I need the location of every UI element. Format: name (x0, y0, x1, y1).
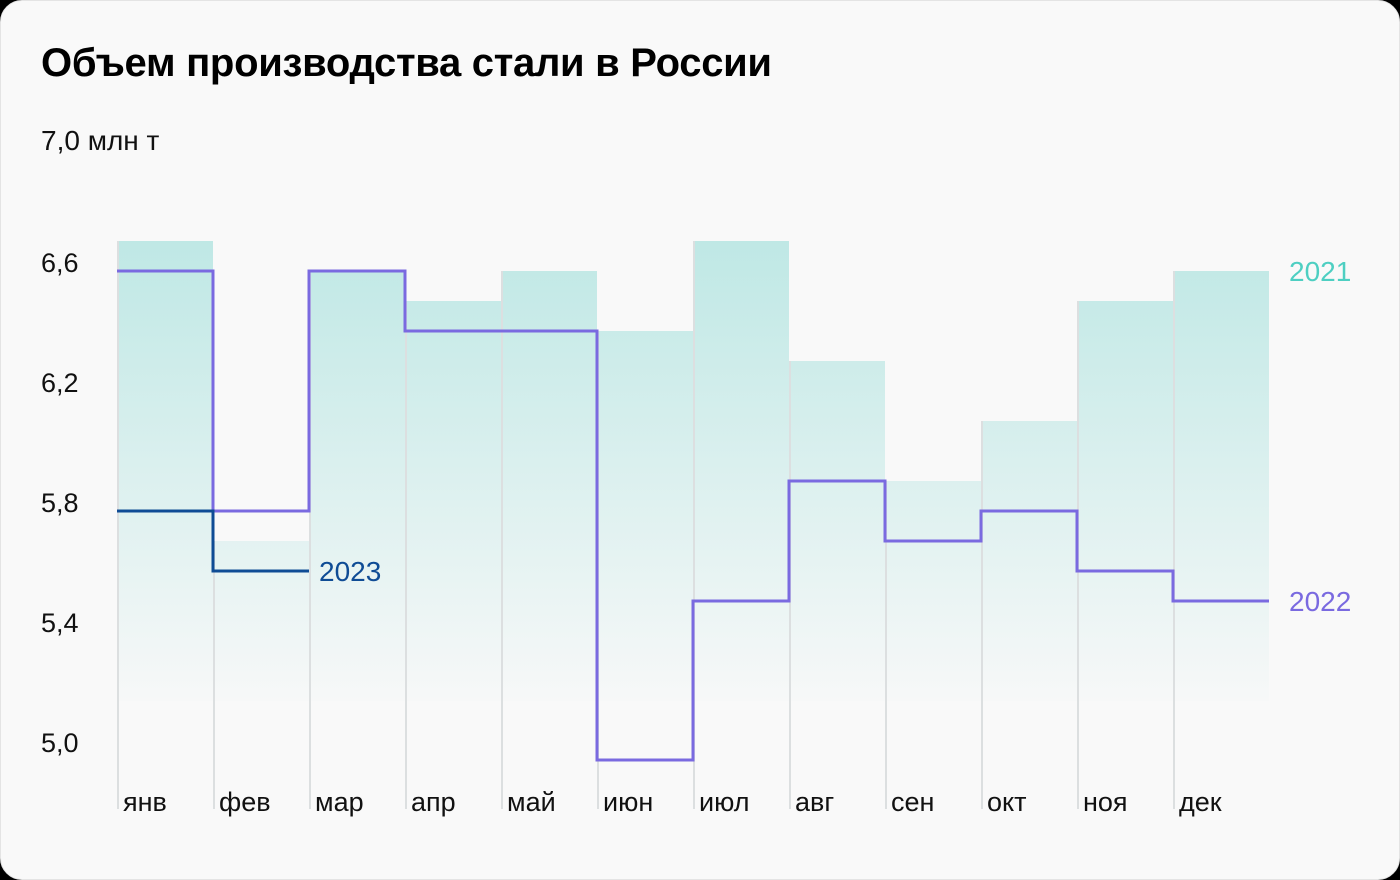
y-tick-label: 6,2 (41, 368, 79, 398)
x-tick-label-дек: дек (1179, 787, 1222, 817)
x-tick-label-мар: мар (315, 787, 364, 817)
legend-label-2022: 2022 (1289, 586, 1351, 617)
bar-2021-мар (309, 271, 405, 701)
bar-2021-окт (981, 421, 1077, 701)
x-tick-label-янв: янв (123, 787, 167, 817)
series-2022-step-line (117, 269, 1269, 762)
y-tick-label: 5,4 (41, 608, 79, 638)
x-tick-label-май: май (507, 787, 556, 817)
x-tick-label-апр: апр (411, 787, 456, 817)
y-axis-ticks: 6,6 6,2 5,8 5,4 5,0 (41, 248, 79, 758)
bar-2021-сен (885, 481, 981, 701)
legend-label-2023: 2023 (319, 556, 381, 587)
bar-2021-дек (1173, 271, 1269, 701)
bar-2021-апр (405, 301, 501, 701)
x-tick-label-авг: авг (795, 787, 834, 817)
y-axis-unit-label: 7,0 млн т (41, 125, 160, 156)
x-tick-label-июн: июн (603, 787, 653, 817)
x-tick-label-июл: июл (699, 787, 750, 817)
legend-label-2021: 2021 (1289, 256, 1351, 287)
x-axis-month-labels: янв фев мар апр май июн июл авг сен окт ноя дек (123, 787, 1222, 817)
x-tick-label-сен: сен (891, 787, 934, 817)
x-tick-label-фев: фев (219, 787, 271, 817)
bar-2021-июн (597, 331, 693, 701)
x-tick-label-ноя: ноя (1083, 787, 1128, 817)
y-tick-label: 5,8 (41, 488, 79, 518)
x-tick-label-окт: окт (987, 787, 1027, 817)
bar-2021-ноя (1077, 301, 1173, 701)
y-tick-label: 5,0 (41, 728, 79, 758)
y-tick-label: 6,6 (41, 248, 79, 278)
series-2023-step-line (117, 509, 309, 573)
bar-2021-май (501, 271, 597, 701)
bar-2021-янв (117, 241, 213, 701)
series-2021-bars (117, 241, 1269, 701)
chart-title: Объем производства стали в России (41, 41, 772, 85)
bar-2021-фев (213, 541, 309, 701)
bar-2021-авг (789, 361, 885, 701)
bar-2021-июл (693, 241, 789, 701)
